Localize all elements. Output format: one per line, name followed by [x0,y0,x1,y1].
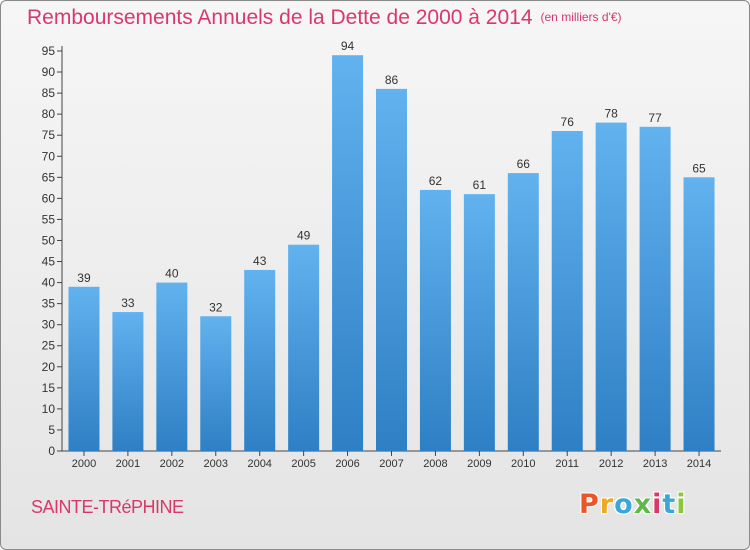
bar-value-label: 32 [209,300,223,314]
y-tick-label: 55 [42,212,56,226]
bar-value-label: 33 [121,296,135,310]
bar [376,88,407,451]
bar [683,177,715,451]
chart-title: Remboursements Annuels de la Dette de 20… [27,6,622,30]
y-tick-label: 65 [42,170,56,184]
bar-value-label: 78 [604,107,618,121]
bar-value-label: 66 [517,157,531,171]
y-tick-label: 75 [42,128,56,142]
bar [200,316,232,451]
y-tick-label: 95 [42,44,56,58]
x-tick-label: 2010 [511,458,535,470]
x-tick-label: 2005 [291,458,315,470]
y-tick-label: 25 [42,339,56,353]
bar [419,189,451,451]
logo-letter: t [662,489,677,520]
x-tick-label: 2007 [379,458,403,470]
bar-value-label: 61 [473,178,487,192]
y-tick-label: 40 [42,276,56,290]
logo-letter: P [579,489,600,520]
bar [463,194,495,451]
x-tick-label: 2008 [423,458,447,470]
logo-letter: i [652,489,663,520]
bar-value-label: 62 [429,174,443,188]
commune-name: SAINTE-TRéPHINE [31,497,184,517]
y-tick-label: 70 [42,149,56,163]
bar [332,55,364,452]
bar [68,286,100,451]
x-tick-label: 2011 [555,458,579,470]
x-tick-label: 2006 [335,458,359,470]
x-tick-label: 2013 [643,458,667,470]
y-tick-label: 10 [42,402,56,416]
chart-title-text: Remboursements Annuels de la Dette de 20… [27,6,533,29]
y-tick-label: 80 [42,107,56,121]
bar-value-label: 43 [253,254,267,268]
logo-letter: i [676,489,687,520]
y-tick-label: 5 [48,423,55,437]
bar [507,173,539,451]
bar [112,312,144,451]
logo-letter: x [633,489,653,520]
y-tick-label: 20 [42,360,56,374]
bar [156,282,188,451]
x-tick-label: 2014 [687,458,711,470]
bar [288,244,320,451]
y-tick-label: 60 [42,191,56,205]
bar [244,269,276,451]
y-tick-label: 90 [42,65,56,79]
x-tick-label: 2000 [72,458,96,470]
y-tick-label: 0 [48,444,55,458]
x-tick-label: 2002 [160,458,184,470]
y-tick-label: 15 [42,381,56,395]
x-tick-label: 2003 [204,458,228,470]
bar-value-label: 77 [648,111,662,125]
bar [551,131,583,451]
chart-unit: (en milliers d'€) [540,10,622,24]
logo-letter: o [614,489,634,520]
bar-value-label: 76 [561,115,575,129]
y-tick-label: 50 [42,233,56,247]
y-tick-label: 30 [42,318,56,332]
x-tick-label: 2012 [599,458,623,470]
bar [639,126,671,451]
bar-value-label: 40 [165,267,179,281]
bar-value-label: 39 [77,271,91,285]
y-tick-label: 35 [42,297,56,311]
x-tick-label: 2009 [467,458,491,470]
logo-letter: r [599,489,615,520]
x-tick-label: 2004 [247,458,271,470]
bar-value-label: 86 [385,73,399,87]
proxiti-logo: Proxiti [579,489,687,520]
bar [595,122,627,451]
x-tick-label: 2001 [116,458,140,470]
bar-value-label: 94 [341,39,355,53]
bar-value-label: 65 [692,161,706,175]
bar-value-label: 49 [297,229,311,243]
y-tick-label: 85 [42,86,56,100]
y-tick-label: 45 [42,255,56,269]
